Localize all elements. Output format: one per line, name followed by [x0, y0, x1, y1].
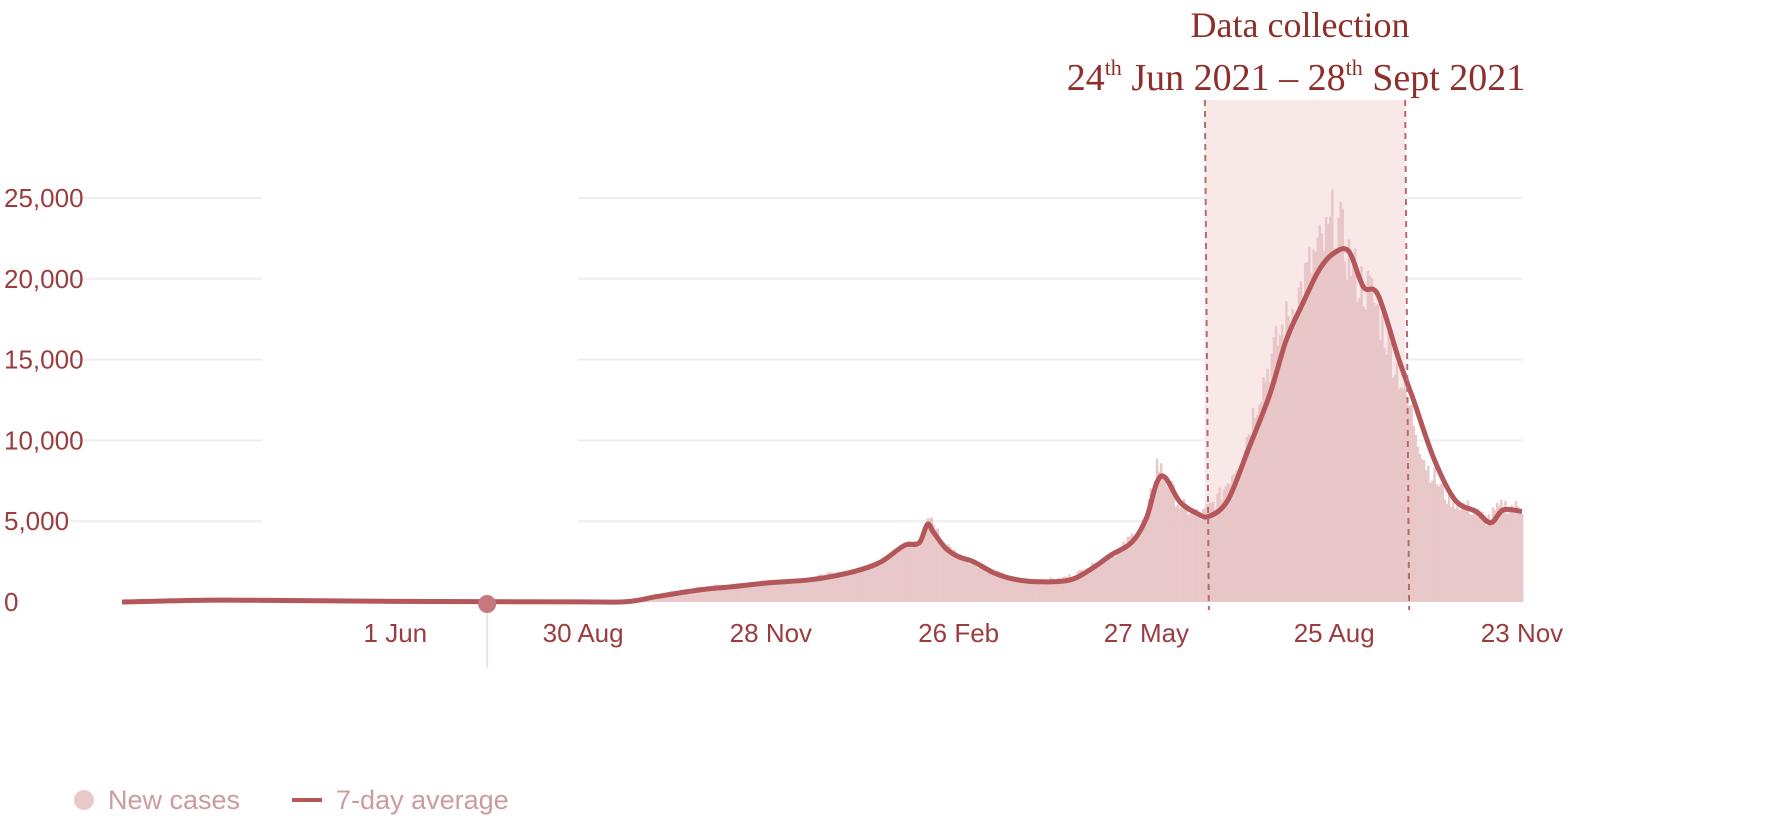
y-tick-label: 5,000	[4, 506, 69, 536]
legend-dot-icon	[74, 790, 94, 810]
y-axis-labels: 0 5,000 10,000 15,000 20,000 25,000	[4, 183, 84, 617]
x-tick-label: 1 Jun	[364, 618, 428, 648]
x-tick-label: 27 May	[1104, 618, 1189, 648]
y-tick-label: 25,000	[4, 183, 84, 213]
annotation-start-sup: th	[1105, 55, 1122, 80]
x-tick-label: 26 Feb	[918, 618, 999, 648]
x-tick-label: 23 Nov	[1481, 618, 1563, 648]
annotation-tail: Sept 2021	[1363, 57, 1526, 99]
legend-line-icon	[292, 798, 322, 802]
annotation-middle: Jun 2021 –	[1122, 57, 1308, 99]
y-tick-label: 0	[4, 587, 18, 617]
new-cases-bars	[123, 189, 1523, 602]
x-tick-label: 25 Aug	[1294, 618, 1375, 648]
annotation-dates: 24th Jun 2021 – 28th Sept 2021	[1067, 55, 1526, 99]
legend-new-cases[interactable]: New cases	[74, 785, 240, 816]
y-tick-label: 20,000	[4, 264, 84, 294]
legend: New cases 7-day average	[74, 778, 561, 822]
annotation-end-sup: th	[1346, 55, 1363, 80]
hover-marker[interactable]	[478, 595, 496, 613]
x-axis-labels: 1 Jun 30 Aug 28 Nov 26 Feb 27 May 25 Aug 23 No…	[364, 618, 1564, 648]
new-cases-bar	[1521, 514, 1523, 602]
y-tick-label: 10,000	[4, 425, 84, 455]
legend-average[interactable]: 7-day average	[292, 785, 509, 816]
annotation-end-day: 28	[1308, 57, 1346, 99]
x-tick-label: 30 Aug	[543, 618, 624, 648]
annotation-start-day: 24	[1067, 57, 1105, 99]
annotation-title: Data collection	[1191, 5, 1410, 45]
y-tick-label: 15,000	[4, 345, 84, 375]
x-tick-label: 28 Nov	[730, 618, 812, 648]
legend-average-label: 7-day average	[336, 785, 509, 816]
legend-new-cases-label: New cases	[108, 785, 240, 816]
